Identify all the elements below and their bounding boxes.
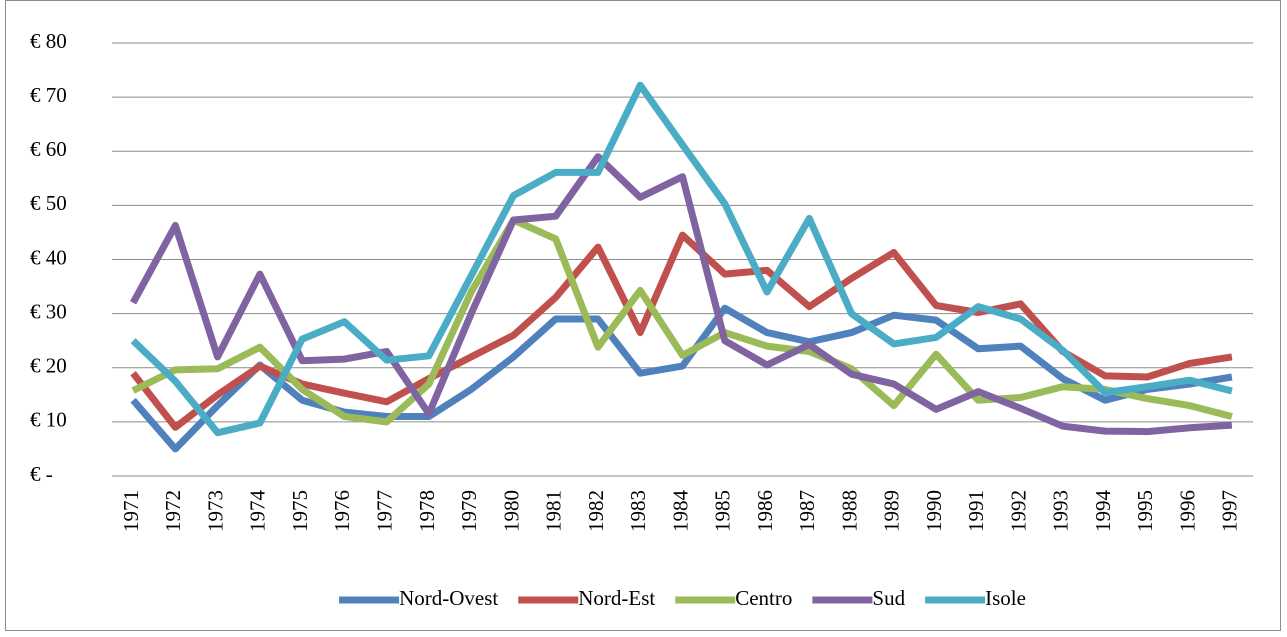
x-tick-label: 1986 [753,490,777,532]
x-tick-label: 1984 [668,490,692,533]
y-tick-label: € 80 [30,29,67,53]
series-line [131,216,1233,426]
y-tick-label: € 20 [30,354,67,378]
x-tick-label: 1977 [372,490,396,532]
y-tick-label: € 30 [30,299,67,323]
x-tick-label: 1997 [1218,490,1242,532]
y-tick-label: € - [30,462,53,486]
y-tick-label: € 10 [30,408,67,432]
x-tick-label: 1981 [542,490,566,532]
series-line [130,304,1233,453]
x-tick-label: 1974 [246,490,270,533]
x-tick-label: 1993 [1049,490,1073,532]
legend-label: Isole [985,586,1026,610]
legend-label: Centro [735,586,792,610]
series-line [130,81,1233,437]
x-tick-label: 1996 [1175,490,1199,532]
x-tick-label: 1978 [415,490,439,532]
x-tick-label: 1982 [584,490,608,532]
x-tick-label: 1987 [795,490,819,532]
x-tick-label: 1972 [161,490,185,532]
series-line [130,153,1233,436]
legend-label: Sud [872,586,905,610]
x-tick-label: 1973 [203,490,227,532]
y-tick-label: € 70 [30,83,67,107]
x-tick-label: 1995 [1133,490,1157,532]
x-tick-label: 1976 [330,490,354,532]
x-tick-label: 1988 [837,490,861,532]
x-tick-label: 1975 [288,490,312,532]
x-tick-label: 1991 [964,490,988,532]
x-tick-label: 1992 [1006,490,1030,532]
x-tick-label: 1983 [626,490,650,532]
x-tick-label: 1989 [880,490,904,532]
x-tick-label: 1994 [1091,490,1115,533]
chart-border [5,0,1281,631]
legend-label: Nord-Ovest [399,586,498,610]
y-tick-label: € 60 [30,137,67,161]
legend-label: Nord-Est [578,586,655,610]
x-tick-label: 1990 [922,490,946,532]
y-tick-label: € 50 [30,191,67,215]
x-tick-label: 1980 [499,490,523,532]
x-tick-label: 1985 [711,490,735,532]
x-tick-label: 1971 [119,490,143,532]
y-tick-label: € 40 [30,245,67,269]
x-tick-label: 1979 [457,490,481,532]
